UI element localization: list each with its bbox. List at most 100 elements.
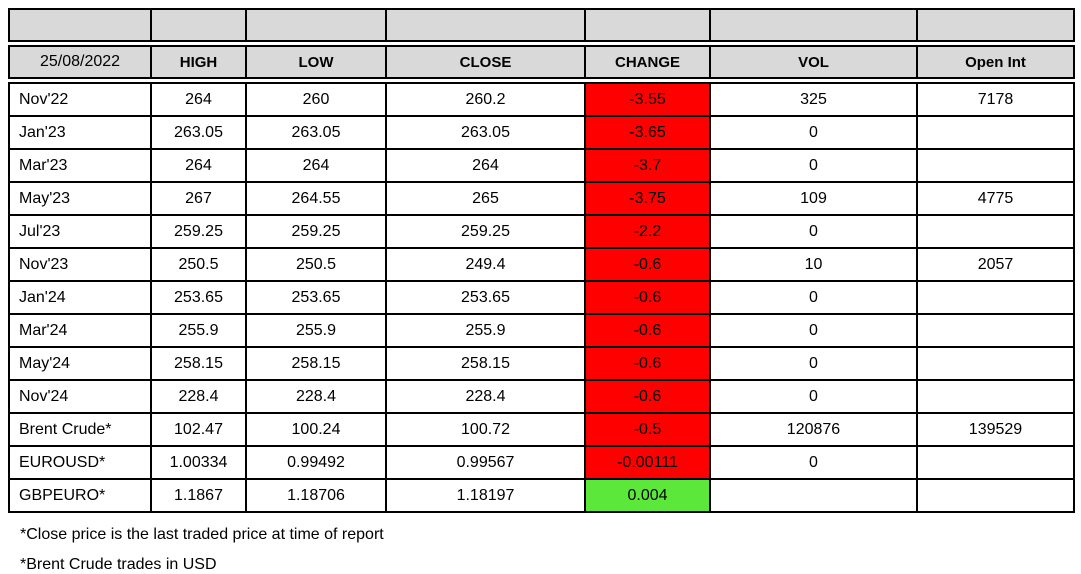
vol-cell: 0 [709, 148, 918, 183]
low-cell: 250.5 [245, 247, 387, 282]
table-row: Jul'23 259.25 259.25 259.25 -2.2 0 [8, 214, 1075, 249]
table-row: Jan'24 253.65 253.65 253.65 -0.6 0 [8, 280, 1075, 315]
open-int-cell [916, 445, 1075, 480]
vol-cell: 0 [709, 214, 918, 249]
low-cell: 100.24 [245, 412, 387, 447]
change-cell: -3.55 [584, 82, 711, 117]
high-cell: 264 [150, 148, 247, 183]
footnotes: *Close price is the last traded price at… [20, 520, 1081, 574]
table-row: EUROUSD* 1.00334 0.99492 0.99567 -0.0011… [8, 445, 1075, 480]
close-cell: 1.18197 [385, 478, 586, 513]
contract-cell: Mar'24 [8, 313, 152, 348]
contract-cell: May'24 [8, 346, 152, 381]
footnote-brent-crude: *Brent Crude trades in USD [20, 556, 217, 573]
column-header-close: CLOSE [385, 45, 586, 79]
column-header-open-int: Open Int [916, 45, 1075, 79]
vol-cell: 120876 [709, 412, 918, 447]
change-cell: -0.6 [584, 247, 711, 282]
table-row: GBPEURO* 1.1867 1.18706 1.18197 0.004 [8, 478, 1075, 513]
empty-header-cell [150, 8, 247, 42]
column-header-low: LOW [245, 45, 387, 79]
contract-cell: Jul'23 [8, 214, 152, 249]
low-cell: 228.4 [245, 379, 387, 414]
column-header-vol: VOL [709, 45, 918, 79]
low-cell: 0.99492 [245, 445, 387, 480]
high-cell: 1.00334 [150, 445, 247, 480]
open-int-cell [916, 313, 1075, 348]
empty-header-cell [584, 8, 711, 42]
open-int-cell: 7178 [916, 82, 1075, 117]
table-row: May'23 267 264.55 265 -3.75 109 4775 [8, 181, 1075, 216]
low-cell: 264 [245, 148, 387, 183]
contract-cell: Nov'23 [8, 247, 152, 282]
empty-header-row [8, 8, 1075, 42]
table-row: Nov'22 264 260 260.2 -3.55 325 7178 [8, 82, 1075, 117]
empty-header-cell [245, 8, 387, 42]
futures-price-table: 25/08/2022 HIGH LOW CLOSE CHANGE VOL Ope… [8, 8, 1075, 513]
vol-cell [709, 478, 918, 513]
close-cell: 259.25 [385, 214, 586, 249]
table-row: Brent Crude* 102.47 100.24 100.72 -0.5 1… [8, 412, 1075, 447]
column-header-row: 25/08/2022 HIGH LOW CLOSE CHANGE VOL Ope… [8, 45, 1075, 79]
close-cell: 228.4 [385, 379, 586, 414]
table-row: Mar'24 255.9 255.9 255.9 -0.6 0 [8, 313, 1075, 348]
empty-header-cell [385, 8, 586, 42]
vol-cell: 109 [709, 181, 918, 216]
low-cell: 1.18706 [245, 478, 387, 513]
high-cell: 250.5 [150, 247, 247, 282]
contract-cell: Nov'22 [8, 82, 152, 117]
empty-header-cell [916, 8, 1075, 42]
open-int-cell: 2057 [916, 247, 1075, 282]
change-cell: -0.6 [584, 313, 711, 348]
close-cell: 258.15 [385, 346, 586, 381]
close-cell: 253.65 [385, 280, 586, 315]
contract-cell: Mar'23 [8, 148, 152, 183]
open-int-cell [916, 478, 1075, 513]
close-cell: 260.2 [385, 82, 586, 117]
change-cell: -3.75 [584, 181, 711, 216]
change-cell: -0.6 [584, 379, 711, 414]
open-int-cell [916, 379, 1075, 414]
table-row: Nov'23 250.5 250.5 249.4 -0.6 10 2057 [8, 247, 1075, 282]
high-cell: 1.1867 [150, 478, 247, 513]
high-cell: 102.47 [150, 412, 247, 447]
column-header-change: CHANGE [584, 45, 711, 79]
vol-cell: 0 [709, 115, 918, 150]
column-header-high: HIGH [150, 45, 247, 79]
high-cell: 263.05 [150, 115, 247, 150]
footnote-close-price: *Close price is the last traded price at… [20, 526, 384, 543]
high-cell: 253.65 [150, 280, 247, 315]
high-cell: 267 [150, 181, 247, 216]
high-cell: 259.25 [150, 214, 247, 249]
high-cell: 258.15 [150, 346, 247, 381]
low-cell: 263.05 [245, 115, 387, 150]
change-cell: -0.6 [584, 280, 711, 315]
close-cell: 0.99567 [385, 445, 586, 480]
close-cell: 100.72 [385, 412, 586, 447]
open-int-cell [916, 115, 1075, 150]
low-cell: 258.15 [245, 346, 387, 381]
table-row: Nov'24 228.4 228.4 228.4 -0.6 0 [8, 379, 1075, 414]
vol-cell: 325 [709, 82, 918, 117]
vol-cell: 10 [709, 247, 918, 282]
close-cell: 263.05 [385, 115, 586, 150]
row-gap [9, 41, 1074, 46]
low-cell: 260 [245, 82, 387, 117]
low-cell: 264.55 [245, 181, 387, 216]
change-cell: -0.5 [584, 412, 711, 447]
change-cell: -3.65 [584, 115, 711, 150]
data-rows: Nov'22 264 260 260.2 -3.55 325 7178 Jan'… [8, 82, 1075, 513]
contract-cell: Brent Crude* [8, 412, 152, 447]
open-int-cell [916, 148, 1075, 183]
report-date: 25/08/2022 [8, 45, 152, 79]
row-gap [9, 78, 1074, 83]
low-cell: 259.25 [245, 214, 387, 249]
contract-cell: May'23 [8, 181, 152, 216]
change-cell: -2.2 [584, 214, 711, 249]
empty-header-cell [709, 8, 918, 42]
contract-cell: Jan'23 [8, 115, 152, 150]
empty-header-cell [8, 8, 152, 42]
open-int-cell [916, 214, 1075, 249]
change-cell: -0.00111 [584, 445, 711, 480]
